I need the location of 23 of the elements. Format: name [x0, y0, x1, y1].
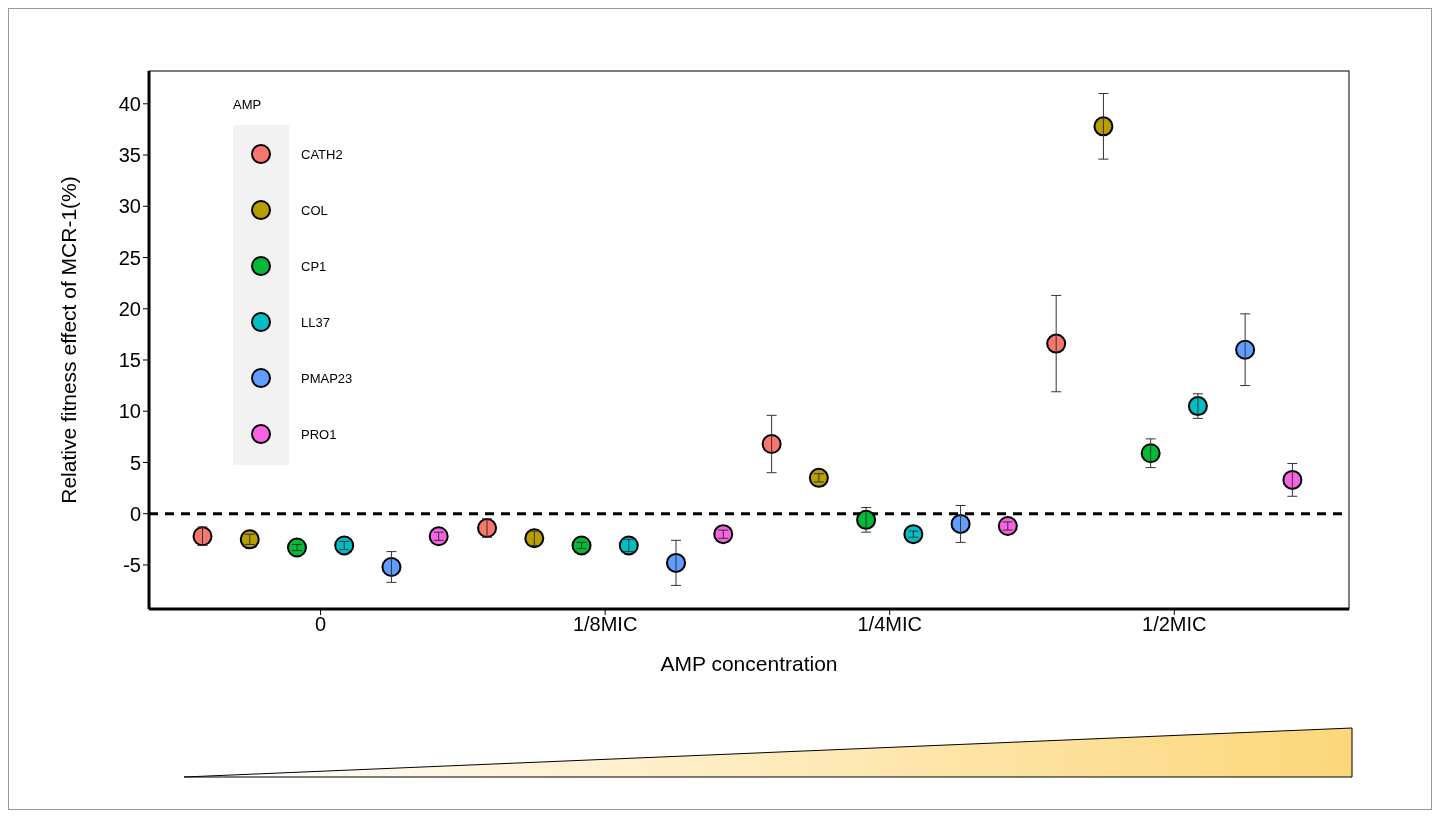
legend-label: LL37	[301, 314, 330, 330]
legend-label: COL	[301, 202, 328, 218]
y-tick-label: 30	[118, 195, 141, 218]
legend-title: AMP	[233, 97, 263, 112]
x-axis-title: AMP concentration	[660, 652, 838, 675]
y-tick-label: 5	[129, 451, 141, 474]
y-tick-label: 20	[118, 297, 141, 320]
y-tick-label: 25	[118, 246, 141, 269]
y-tick-label: 35	[118, 144, 141, 167]
y-tick-label: -5	[123, 554, 141, 577]
y-tick-label: 10	[118, 400, 141, 423]
x-tick-label: 1/2MIC	[1142, 613, 1207, 636]
legend-label: CP1	[301, 258, 327, 274]
y-tick-label: 0	[129, 502, 141, 525]
y-tick-label: 40	[118, 92, 141, 115]
legend-label: PRO1	[301, 426, 337, 442]
y-axis-title: Relative fitness effect of MCR-1(%)	[57, 176, 81, 504]
y-tick-label: 15	[118, 349, 141, 372]
x-tick-label: 1/4MIC	[857, 613, 922, 636]
legend-label: PMAP23	[301, 370, 353, 386]
legend-label: CATH2	[301, 146, 343, 162]
x-tick-label: 0	[315, 613, 327, 636]
x-tick-label: 1/8MIC	[572, 613, 638, 636]
